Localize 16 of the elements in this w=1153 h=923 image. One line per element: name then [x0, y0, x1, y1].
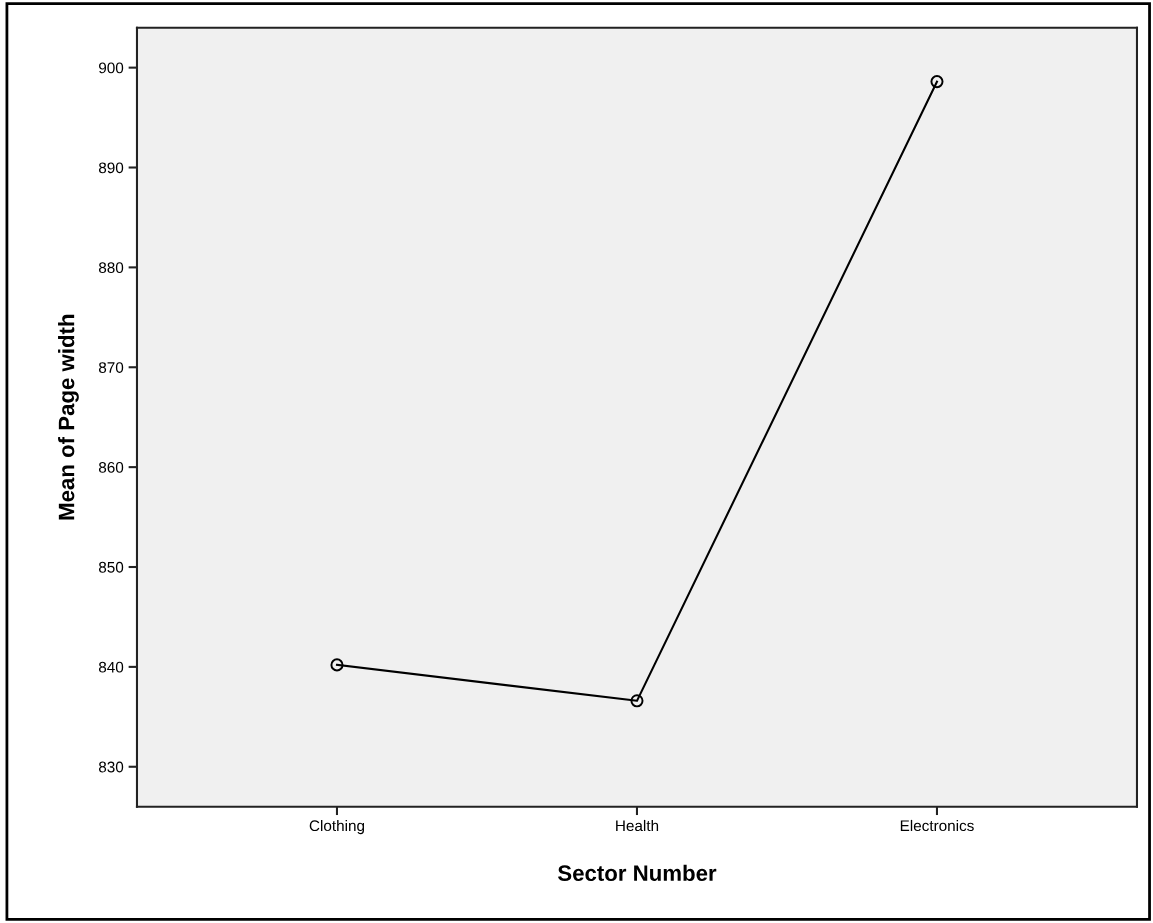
y-tick-label: 830 [98, 761, 124, 773]
y-tick-label: 890 [98, 162, 124, 174]
y-tick-label: 900 [99, 62, 124, 74]
point [330, 658, 344, 672]
point [930, 75, 944, 89]
y-axis-title: Mean of Page width [58, 314, 79, 520]
x-tick-label: Health [616, 819, 659, 832]
y-tick-label: 870 [98, 362, 124, 373]
y-tick-label: 850 [98, 561, 124, 573]
x-axis-title: Sector Number [557, 864, 717, 882]
y-tick-label: 860 [98, 462, 124, 473]
point [630, 694, 644, 708]
y-tick-label: 840 [98, 661, 124, 673]
x-tick-label: Electronics [900, 819, 974, 832]
x-tick-label: Clothing [309, 819, 365, 835]
y-tick-label: 880 [98, 262, 124, 274]
